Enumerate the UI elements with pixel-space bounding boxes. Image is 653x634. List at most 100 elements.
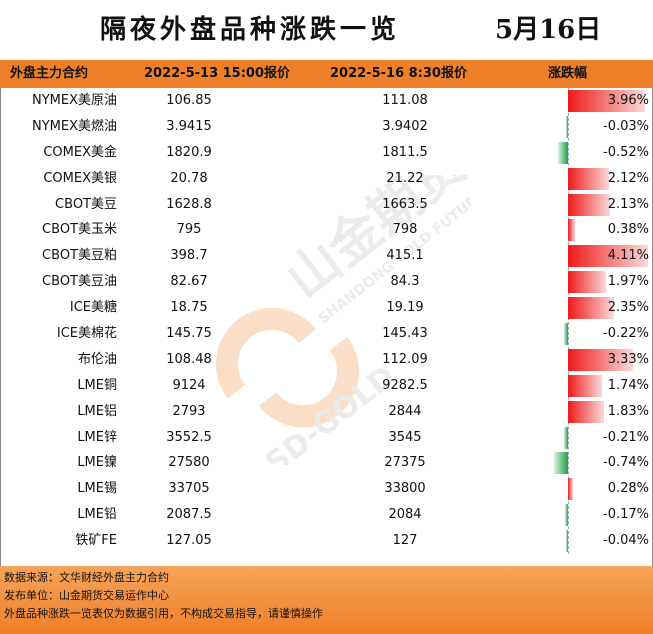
table-row: LME锡 33705 33800 0.28% [0, 476, 653, 502]
prev-price: 398.7 [170, 248, 208, 264]
prev-price: 3.9415 [166, 118, 212, 134]
table-header: 外盘主力合约 2022-5-13 15:00报价 2022-5-16 8:30报… [0, 60, 653, 88]
instrument-name: NYMEX美原油 [31, 93, 117, 108]
change-percent: 3.96% [607, 93, 649, 108]
footer-disclaimer: 外盘品种涨跌一览表仅为数据引用，不构成交易指导，请谨慎操作 [4, 607, 323, 620]
change-percent: 3.33% [607, 351, 649, 367]
curr-price: 1811.5 [382, 144, 428, 160]
table-row: COMEX美金 1820.9 1811.5 -0.52% [0, 140, 653, 166]
curr-price: 3545 [388, 429, 422, 445]
prev-price: 33705 [168, 481, 210, 497]
curr-price: 1663.5 [382, 196, 428, 212]
change-bar-positive [568, 245, 648, 268]
instrument-name: LME铜 [77, 377, 117, 393]
table-row: 铁矿FE 127.05 127 -0.04% [0, 528, 653, 554]
prev-price: 127.05 [166, 533, 212, 549]
header-name: 外盘主力合约 [10, 66, 89, 81]
change-percent: -0.52% [603, 144, 649, 160]
curr-price: 798 [392, 222, 418, 238]
footer-source: 数据来源：文华财经外盘主力合约 [4, 571, 169, 584]
change-bar-negative [554, 452, 568, 475]
prev-price: 108.48 [166, 351, 212, 367]
change-bar-positive [568, 193, 610, 216]
page-title: 隔夜外盘品种涨跌一览 [100, 15, 401, 45]
instrument-name: CBOT美豆粕 [42, 248, 117, 264]
instrument-name: LME镍 [77, 455, 117, 471]
change-bar-positive [568, 400, 604, 423]
prev-price: 27580 [168, 455, 210, 471]
change-percent: -0.03% [603, 118, 649, 134]
table-row: NYMEX美原油 106.85 111.08 3.96% [0, 88, 653, 114]
prev-price: 9124 [172, 377, 206, 393]
change-bar-positive [568, 90, 645, 112]
curr-price: 21.22 [386, 170, 424, 186]
curr-price: 33800 [384, 481, 426, 497]
change-percent: 1.74% [607, 377, 649, 393]
curr-price: 27375 [384, 455, 426, 471]
change-percent: -0.21% [603, 429, 649, 445]
change-percent: 2.12% [607, 170, 649, 186]
curr-price: 127 [392, 533, 418, 549]
change-bar-positive [568, 478, 573, 501]
change-percent: -0.74% [603, 455, 649, 471]
curr-price: 3.9402 [382, 118, 428, 134]
change-axis [568, 88, 569, 554]
change-bar-positive [568, 271, 606, 294]
change-bar-negative [558, 141, 568, 164]
change-bar-negative [564, 323, 568, 346]
change-percent: 1.97% [607, 274, 649, 290]
instrument-name: 铁矿FE [75, 533, 117, 549]
change-bar-positive [568, 297, 614, 320]
footer: 数据来源：文华财经外盘主力合约 发布单位：山金期货交易运作中心 外盘品种涨跌一览… [0, 566, 653, 634]
table-row: LME铅 2087.5 2084 -0.17% [0, 502, 653, 528]
curr-price: 2084 [388, 507, 422, 523]
curr-price: 19.19 [386, 300, 424, 316]
table-row: COMEX美银 20.78 21.22 2.12% [0, 166, 653, 192]
change-bar-positive [568, 219, 575, 242]
instrument-name: LME铅 [77, 507, 117, 523]
curr-price: 2844 [388, 403, 422, 419]
table-row: LME镍 27580 27375 -0.74% [0, 450, 653, 476]
prev-price: 106.85 [166, 93, 212, 108]
prev-price: 2087.5 [166, 507, 212, 523]
prev-price: 18.75 [170, 300, 208, 316]
instrument-name: LME锡 [77, 481, 117, 497]
instrument-name: LME锌 [77, 429, 117, 445]
prev-price: 795 [176, 222, 202, 238]
table-row: CBOT美豆 1628.8 1663.5 2.13% [0, 192, 653, 218]
prev-price: 82.67 [170, 274, 208, 290]
table-row: LME铝 2793 2844 1.83% [0, 399, 653, 425]
header-curr-price: 2022-5-16 8:30报价 [330, 66, 467, 81]
instrument-name: COMEX美金 [43, 144, 117, 160]
change-percent: 0.28% [607, 481, 649, 497]
change-percent: -0.22% [603, 326, 649, 342]
prev-price: 1628.8 [166, 196, 212, 212]
instrument-name: NYMEX美燃油 [31, 118, 117, 134]
instrument-name: CBOT美豆油 [42, 274, 117, 290]
table-row: CBOT美豆粕 398.7 415.1 4.11% [0, 243, 653, 269]
change-percent: 1.83% [607, 403, 649, 419]
curr-price: 415.1 [386, 248, 424, 264]
curr-price: 145.43 [382, 326, 428, 342]
change-percent: 2.35% [607, 300, 649, 316]
curr-price: 9282.5 [382, 377, 428, 393]
change-bar-positive [568, 167, 609, 190]
instrument-name: ICE美糖 [69, 300, 117, 316]
table-row: ICE美棉花 145.75 145.43 -0.22% [0, 321, 653, 347]
instrument-name: ICE美棉花 [56, 326, 117, 342]
curr-price: 111.08 [382, 93, 428, 108]
change-percent: 0.38% [607, 222, 649, 238]
instrument-name: CBOT美豆 [55, 196, 117, 212]
prev-price: 3552.5 [166, 429, 212, 445]
change-bar-negative [565, 504, 568, 527]
table-row: CBOT美豆油 82.67 84.3 1.97% [0, 269, 653, 295]
change-percent: 2.13% [607, 196, 649, 212]
change-bar-negative [566, 530, 568, 553]
curr-price: 84.3 [390, 274, 420, 290]
prev-price: 2793 [172, 403, 206, 419]
change-percent: -0.17% [603, 507, 649, 523]
header-prev-price: 2022-5-13 15:00报价 [144, 66, 291, 81]
curr-price: 112.09 [382, 351, 428, 367]
header-change: 涨跌幅 [548, 66, 588, 81]
instrument-name: COMEX美银 [43, 170, 117, 186]
